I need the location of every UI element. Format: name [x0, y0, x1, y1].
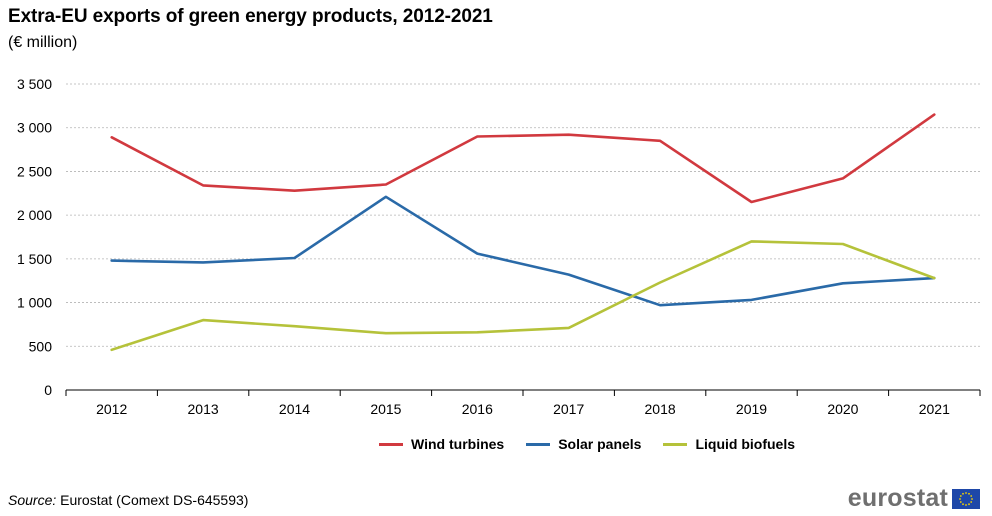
x-tick-label: 2020 — [827, 401, 858, 417]
axes — [65, 389, 981, 396]
flag-star — [959, 494, 962, 497]
y-tick-label: 3 500 — [17, 76, 52, 92]
x-tick-label: 2015 — [370, 401, 401, 417]
flag-star — [962, 492, 964, 495]
flag-star — [970, 494, 973, 497]
chart-title: Extra-EU exports of green energy product… — [8, 6, 493, 27]
legend-item: Wind turbines — [379, 436, 504, 452]
legend-swatch — [379, 442, 403, 446]
series-line-liquid-biofuels — [110, 240, 936, 352]
source-note: Source: Eurostat (Comext DS-645593) — [8, 492, 248, 508]
y-tick-label: 0 — [44, 382, 52, 398]
flag-star — [965, 503, 967, 506]
gridlines — [66, 83, 980, 347]
y-tick-label: 500 — [29, 338, 53, 354]
x-tick-label: 2021 — [919, 401, 950, 417]
y-tick-label: 2 500 — [17, 163, 52, 179]
legend-label: Wind turbines — [411, 436, 505, 452]
eurostat-logo: eurostat — [848, 484, 980, 513]
chart-legend: Wind turbines Solar panels Liquid biofuels — [379, 436, 817, 452]
x-tick-label: 2018 — [645, 401, 676, 417]
x-tick-label: 2014 — [279, 401, 310, 417]
legend-item: Liquid biofuels — [663, 436, 795, 452]
y-tick-label: 1 500 — [17, 251, 52, 267]
x-tick-label: 2019 — [736, 401, 767, 417]
legend-swatch — [526, 442, 551, 446]
y-tick-label: 3 000 — [17, 120, 52, 136]
legend-label: Liquid biofuels — [695, 436, 796, 452]
eu-flag-icon — [952, 488, 980, 509]
y-tick-label: 1 000 — [17, 295, 52, 311]
x-tick-label: 2012 — [96, 401, 127, 417]
source-text: Eurostat (Comext DS-645593) — [56, 492, 249, 508]
flag-star — [970, 500, 973, 503]
legend-item: Solar panels — [526, 436, 641, 452]
x-tick-label: 2017 — [553, 401, 584, 417]
chart-subtitle: (€ million) — [8, 34, 78, 51]
flag-star — [965, 491, 967, 494]
flag-star — [959, 500, 962, 503]
flag-star — [959, 497, 961, 500]
flag-star — [962, 502, 964, 505]
x-axis-ticks: 2012 2013 2014 2015 2016 2017 2018 2019 2020 2021 — [96, 401, 950, 417]
flag-star — [971, 497, 973, 500]
x-tick-label: 2016 — [462, 401, 493, 417]
series-line-solar-panels — [110, 195, 936, 307]
y-tick-label: 2 000 — [17, 207, 52, 223]
flag-star — [968, 492, 970, 495]
series-line-wind-turbines — [110, 113, 936, 204]
y-axis-ticks: 0 500 1 000 1 500 2 000 2 500 3 000 3 500 — [17, 76, 52, 398]
flag-star — [968, 502, 970, 505]
source-label: Source: — [8, 492, 57, 508]
logo-text: eurostat — [847, 484, 948, 512]
legend-label: Solar panels — [558, 436, 642, 452]
series-lines — [110, 113, 936, 352]
x-tick-label: 2013 — [188, 401, 219, 417]
legend-swatch — [663, 442, 688, 446]
